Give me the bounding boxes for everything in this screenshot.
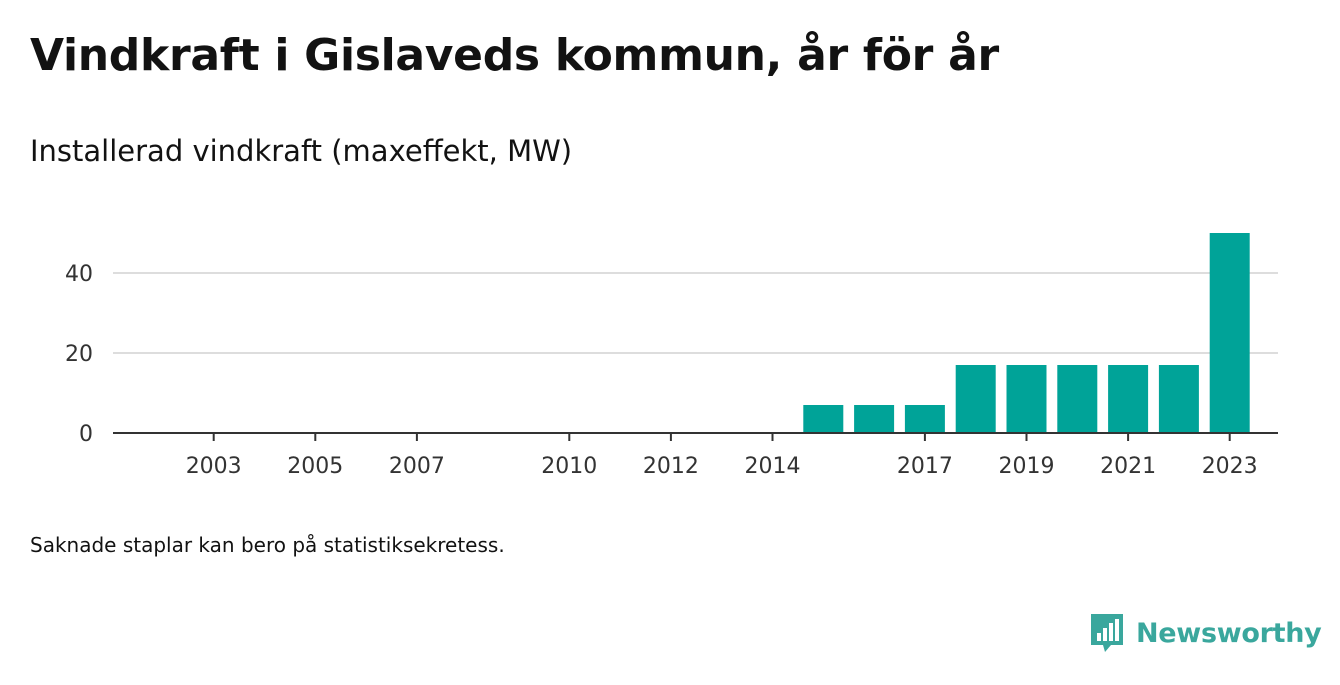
bar-2019 (1006, 365, 1047, 433)
x-tick-label: 2005 (287, 454, 343, 479)
bar-2017 (904, 405, 945, 433)
bar-2020 (1057, 365, 1098, 433)
x-tick-label: 2023 (1202, 454, 1258, 479)
bar-layer (803, 233, 1250, 433)
bar-2015 (803, 405, 844, 433)
bar-2016 (854, 405, 895, 433)
x-tick-label: 2014 (745, 454, 801, 479)
footnote: Saknade staplar kan bero på statistiksek… (30, 533, 505, 557)
brand-name: Newsworthy (1136, 617, 1322, 649)
bar-2018 (955, 365, 996, 433)
bar-2021 (1108, 365, 1149, 433)
x-tick-label: 2007 (389, 454, 445, 479)
y-tick-label: 0 (79, 422, 93, 447)
x-tick-label: 2021 (1100, 454, 1156, 479)
y-tick-label: 40 (65, 262, 93, 287)
bar-2023 (1209, 233, 1250, 433)
grid-layer (113, 272, 1278, 354)
label-layer: 0 20 40 2003 2005 2007 2010 2012 2014 2017 2019 202… (65, 262, 1258, 479)
x-tick-label: 2019 (999, 454, 1055, 479)
x-tick-label: 2012 (643, 454, 699, 479)
newsworthy-logo-icon (1091, 614, 1123, 652)
x-tick-label: 2010 (541, 454, 597, 479)
page-title: Vindkraft i Gislaveds kommun, år för år (30, 30, 999, 81)
axis-layer (113, 432, 1278, 441)
bar-2022 (1158, 365, 1199, 433)
y-tick-label: 20 (65, 342, 93, 367)
chart-subtitle: Installerad vindkraft (maxeffekt, MW) (30, 134, 573, 168)
brand-logo: Newsworthy (1088, 611, 1322, 655)
x-tick-label: 2017 (897, 454, 953, 479)
x-tick-label: 2003 (186, 454, 242, 479)
